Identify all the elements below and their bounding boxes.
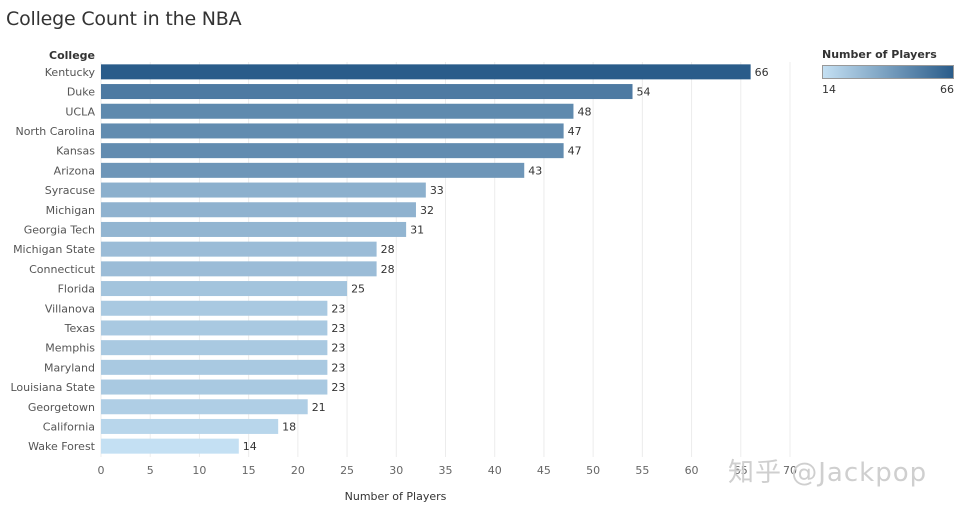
category-label: North Carolina xyxy=(15,125,95,138)
bar xyxy=(101,438,239,454)
value-label: 18 xyxy=(282,420,296,433)
row-header: College xyxy=(49,49,95,62)
x-tick-label: 35 xyxy=(439,464,453,477)
value-label: 54 xyxy=(637,86,651,99)
category-label: Georgia Tech xyxy=(24,223,95,236)
bar xyxy=(101,143,564,159)
value-label: 23 xyxy=(331,381,345,394)
category-label: California xyxy=(43,420,95,433)
category-label: Duke xyxy=(67,86,95,99)
value-label: 21 xyxy=(312,401,326,414)
category-label: Syracuse xyxy=(45,184,96,197)
category-label: Villanova xyxy=(45,302,95,315)
x-tick-label: 5 xyxy=(147,464,154,477)
bar xyxy=(101,359,328,375)
bar xyxy=(101,281,348,297)
watermark: 知乎 @Jackpop xyxy=(728,458,928,488)
legend-max-label: 66 xyxy=(940,83,954,96)
bar xyxy=(101,399,308,415)
bar xyxy=(101,300,328,316)
category-label: Michigan State xyxy=(13,243,95,256)
category-label: Texas xyxy=(64,322,96,335)
bar xyxy=(101,103,574,119)
legend-min-label: 14 xyxy=(822,83,836,96)
x-tick-label: 45 xyxy=(537,464,551,477)
bar xyxy=(101,202,416,218)
x-tick-label: 25 xyxy=(340,464,354,477)
x-tick-label: 30 xyxy=(389,464,403,477)
bar xyxy=(101,320,328,336)
chart-title: College Count in the NBA xyxy=(6,8,242,30)
bar xyxy=(101,64,751,80)
value-label: 43 xyxy=(528,164,542,177)
bar xyxy=(101,221,407,237)
x-tick-label: 55 xyxy=(635,464,649,477)
value-label: 47 xyxy=(568,125,582,138)
category-label: Florida xyxy=(58,283,95,296)
color-legend: Number of Players 14 66 xyxy=(822,48,960,96)
bar xyxy=(101,182,426,198)
category-label: Louisiana State xyxy=(10,381,95,394)
value-label: 25 xyxy=(351,283,365,296)
value-label: 48 xyxy=(577,105,591,118)
bar xyxy=(101,379,328,395)
value-label: 23 xyxy=(331,322,345,335)
bar xyxy=(101,123,564,139)
bar xyxy=(101,84,633,100)
x-tick-label: 60 xyxy=(685,464,699,477)
bar xyxy=(101,340,328,356)
x-tick-label: 0 xyxy=(98,464,105,477)
x-tick-label: 15 xyxy=(242,464,256,477)
value-label: 47 xyxy=(568,145,582,158)
category-label: Memphis xyxy=(45,342,95,355)
category-label: Arizona xyxy=(54,164,95,177)
bar xyxy=(101,241,377,257)
x-axis-title: Number of Players xyxy=(345,490,447,503)
category-label: Georgetown xyxy=(28,401,95,414)
value-label: 33 xyxy=(430,184,444,197)
value-label: 28 xyxy=(381,263,395,276)
value-label: 23 xyxy=(331,361,345,374)
value-label: 32 xyxy=(420,204,434,217)
bar xyxy=(101,162,525,178)
category-label: Wake Forest xyxy=(28,440,96,453)
bar xyxy=(101,418,279,434)
x-tick-label: 10 xyxy=(192,464,206,477)
category-label: Connecticut xyxy=(29,263,96,276)
category-label: Kansas xyxy=(56,145,95,158)
legend-gradient xyxy=(822,65,954,79)
category-label: Maryland xyxy=(44,361,95,374)
value-label: 23 xyxy=(331,342,345,355)
x-tick-label: 40 xyxy=(488,464,502,477)
category-label: UCLA xyxy=(65,105,95,118)
category-label: Michigan xyxy=(46,204,95,217)
legend-title: Number of Players xyxy=(822,48,937,61)
value-label: 14 xyxy=(243,440,257,453)
value-label: 23 xyxy=(331,302,345,315)
bar xyxy=(101,261,377,277)
x-tick-label: 20 xyxy=(291,464,305,477)
value-label: 31 xyxy=(410,223,424,236)
value-label: 66 xyxy=(755,66,769,79)
x-tick-label: 70 xyxy=(783,464,797,477)
x-tick-label: 65 xyxy=(734,464,748,477)
x-tick-label: 50 xyxy=(586,464,600,477)
category-label: Kentucky xyxy=(45,66,96,79)
value-label: 28 xyxy=(381,243,395,256)
